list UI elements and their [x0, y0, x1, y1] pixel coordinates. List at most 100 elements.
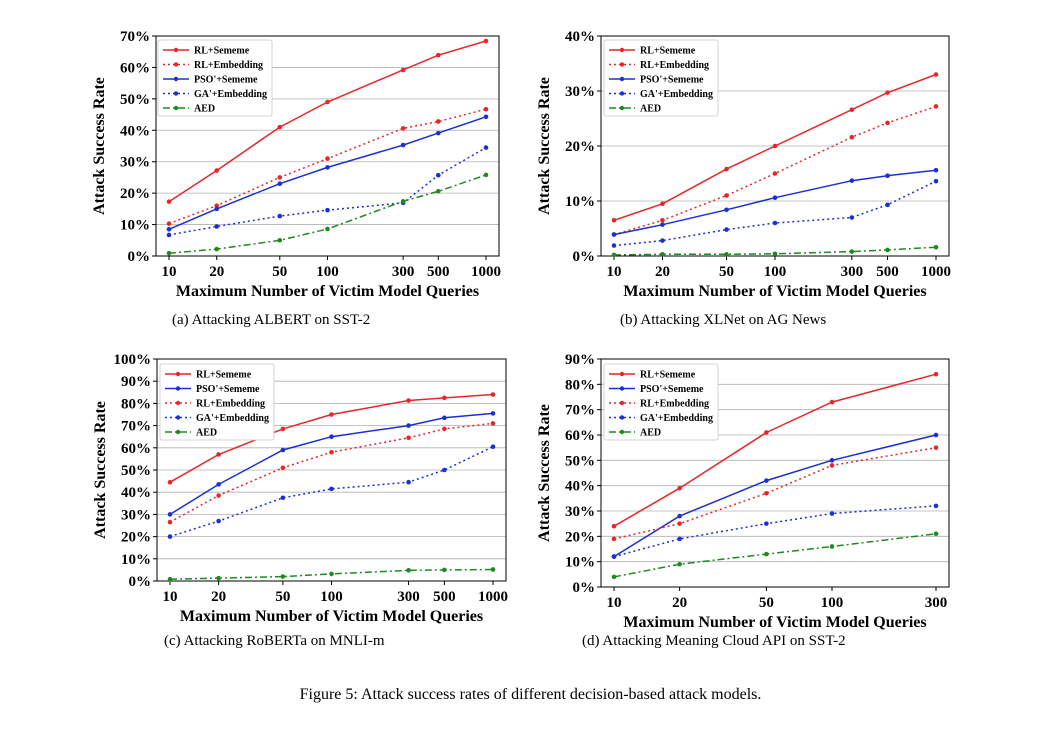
x-tick-label: 50 — [719, 264, 734, 280]
data-point — [166, 232, 172, 238]
legend-marker — [175, 429, 181, 435]
x-tick-label: 300 — [841, 264, 864, 280]
legend-label: RL+Sememe — [640, 370, 696, 381]
data-point — [167, 479, 173, 485]
data-point — [216, 482, 221, 487]
legend-marker — [619, 386, 625, 391]
y-tick-label: 0% — [573, 249, 596, 265]
legend-box — [157, 39, 273, 117]
legend-marker — [173, 105, 179, 111]
x-tick-label: 300 — [397, 589, 420, 605]
data-point — [277, 181, 283, 187]
data-point — [933, 445, 939, 450]
data-point — [677, 536, 682, 542]
caption-b: (b) Attacking XLNet on AG News — [620, 312, 827, 328]
y-tick-label: 90% — [121, 374, 151, 390]
y-tick-label: 80% — [565, 377, 595, 393]
data-point — [724, 207, 729, 213]
series-line-3 — [613, 180, 937, 247]
legend-marker — [619, 400, 625, 406]
data-point — [764, 521, 769, 526]
data-point — [442, 415, 447, 421]
data-point — [764, 430, 769, 435]
data-point — [611, 523, 617, 529]
data-point — [490, 392, 496, 397]
data-point — [660, 252, 665, 257]
caption-a: (a) Attacking ALBERT on SST-2 — [172, 312, 371, 328]
data-point — [885, 173, 890, 178]
data-point — [849, 249, 855, 254]
data-point — [885, 247, 890, 253]
data-point — [214, 168, 220, 173]
y-tick-label: 0% — [129, 574, 152, 590]
legend-marker — [619, 76, 625, 82]
x-tick-label: 1000 — [921, 264, 951, 280]
data-point — [435, 119, 441, 124]
legend-box — [159, 363, 275, 441]
x-tick-label: 500 — [427, 264, 450, 280]
data-point — [772, 143, 778, 149]
y-tick-label: 30% — [121, 507, 151, 523]
chart-b-group: 0% 10% 20% 30% 40% 10 20 50 100 300 500 1000 Maximum… — [536, 29, 951, 300]
data-point — [490, 567, 496, 572]
y-tick-label: 70% — [121, 419, 151, 435]
y-tick-label: 30% — [565, 504, 595, 520]
data-point — [611, 217, 617, 223]
data-point — [764, 478, 769, 483]
y-tick-label: 70% — [120, 29, 150, 45]
legend-marker — [173, 91, 179, 96]
y-tick-label: 0% — [573, 580, 596, 596]
legend-label: AED — [640, 104, 661, 115]
data-point — [329, 412, 334, 417]
y-tick-label: 20% — [120, 186, 150, 202]
legend-label: PSO'+Sememe — [196, 384, 260, 395]
y-axis-title: Attack Success Rate — [91, 77, 108, 215]
legend-label: PSO'+Sememe — [640, 75, 704, 86]
legend-label: RL+Sememe — [194, 46, 250, 57]
data-point — [933, 244, 939, 250]
y-tick-label: 20% — [565, 529, 595, 545]
data-point — [660, 217, 665, 223]
data-point — [167, 519, 173, 525]
data-point — [764, 551, 769, 557]
chart-d-group: 0% 10% 20% 30% 40% 50% 60% 70% 80% 90% 10 20 50 100 30… — [536, 352, 950, 631]
data-point — [214, 206, 220, 212]
data-point — [933, 503, 939, 509]
x-tick-label: 500 — [876, 264, 899, 280]
data-point — [724, 166, 729, 172]
data-point — [677, 485, 682, 491]
legend-marker — [619, 47, 625, 53]
legend-label: RL+Embedding — [194, 60, 263, 71]
legend-label: GA'+Embedding — [640, 89, 713, 100]
y-tick-label: 60% — [565, 428, 595, 444]
data-point — [611, 243, 617, 248]
data-point — [677, 561, 682, 567]
series-line-1 — [613, 434, 937, 558]
legend-marker — [619, 105, 625, 111]
legend-box — [603, 363, 719, 441]
data-point — [933, 72, 939, 77]
y-tick-label: 10% — [565, 555, 595, 571]
y-tick-label: 50% — [565, 453, 595, 469]
data-point — [435, 130, 441, 136]
data-point — [325, 156, 330, 161]
legend-label: GA'+Embedding — [640, 413, 713, 424]
data-point — [483, 114, 489, 120]
legend-marker — [619, 415, 625, 420]
plot-frame — [600, 358, 950, 588]
data-point — [764, 490, 769, 496]
legend-label: AED — [640, 428, 661, 439]
data-point — [442, 467, 447, 473]
y-tick-label: 60% — [120, 60, 150, 76]
y-tick-label: 40% — [565, 479, 595, 495]
data-point — [483, 145, 489, 150]
data-point — [772, 251, 778, 257]
data-point — [277, 124, 283, 130]
data-point — [677, 513, 682, 519]
y-tick-label: 20% — [565, 139, 595, 155]
y-tick-label: 80% — [121, 396, 151, 412]
data-point — [406, 568, 411, 573]
data-point — [849, 178, 855, 183]
data-point — [166, 199, 172, 204]
data-point — [214, 203, 220, 209]
